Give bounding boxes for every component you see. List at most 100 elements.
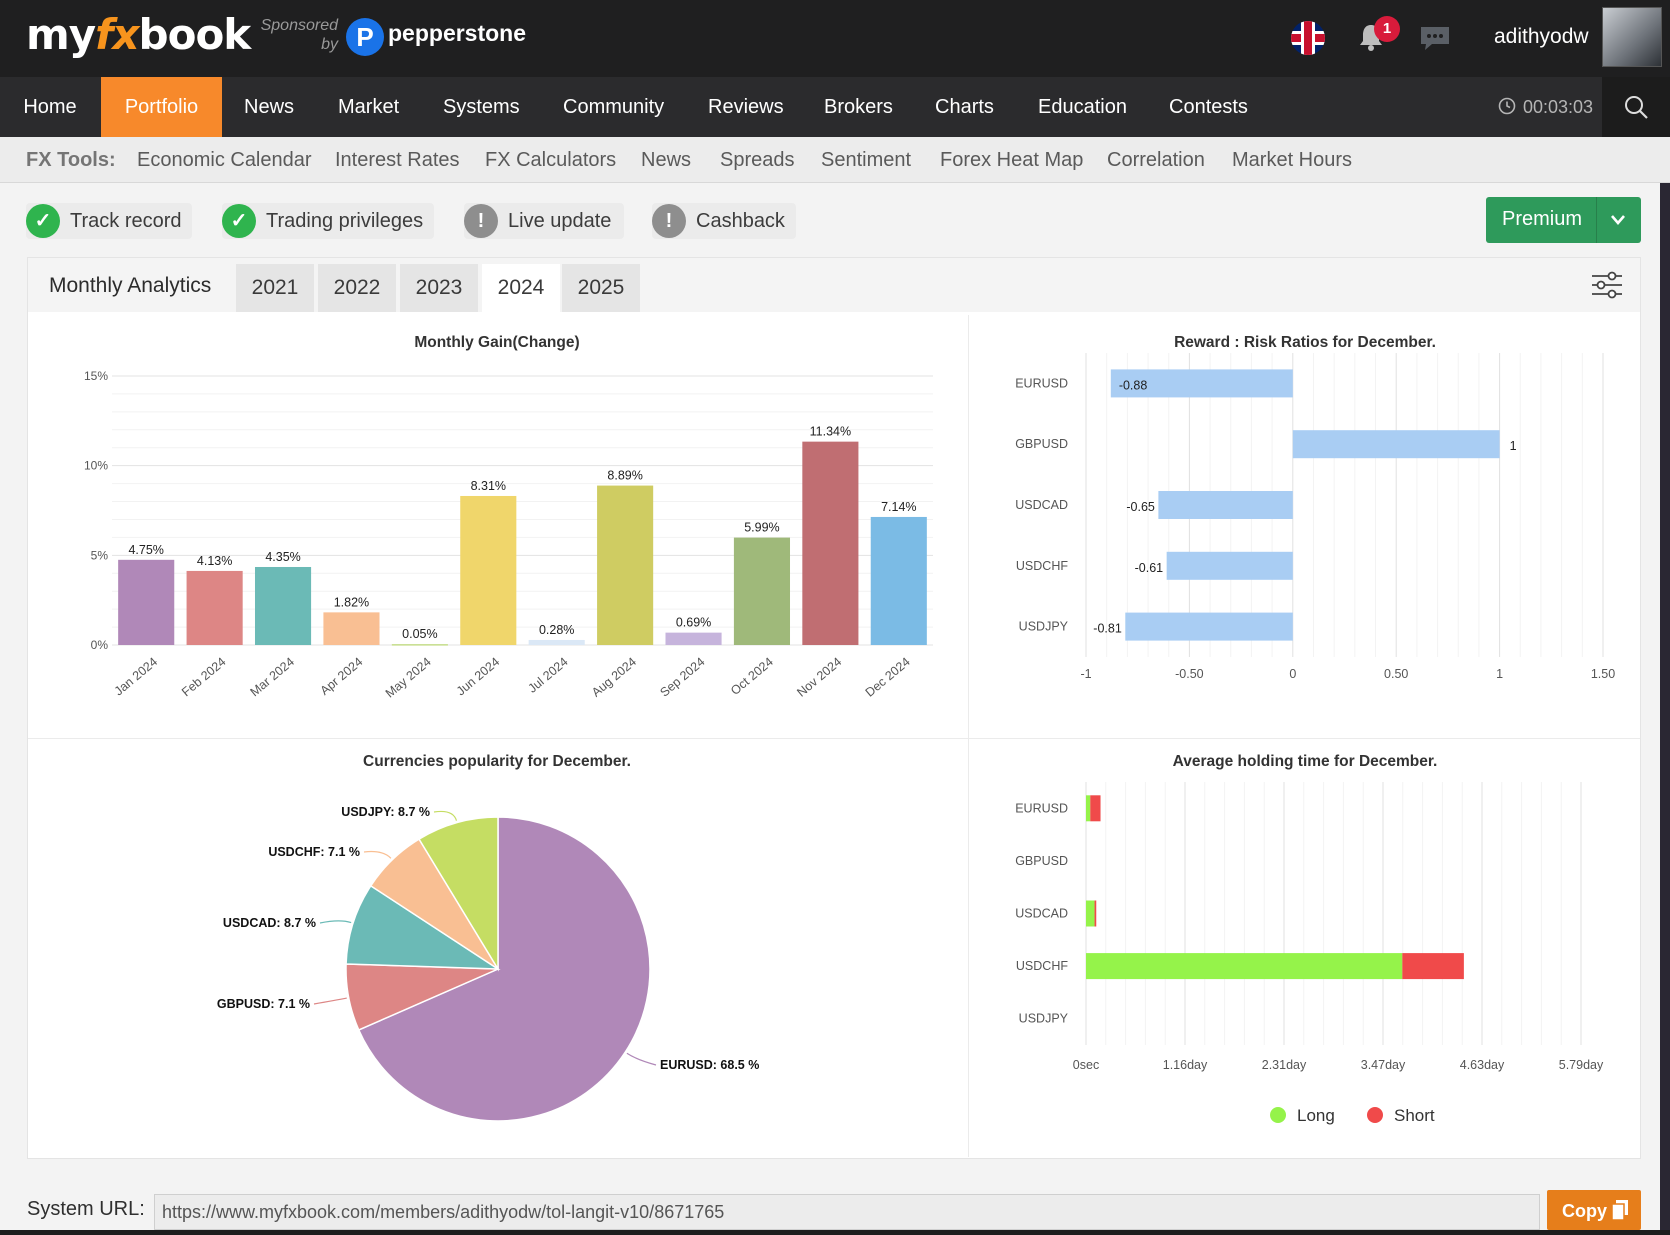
nav-market[interactable]: Market <box>338 96 400 118</box>
data-label: 1.82% <box>334 595 369 609</box>
nav-reviews[interactable]: Reviews <box>708 96 784 118</box>
chart-title: Reward : Risk Ratios for December. <box>1174 334 1436 351</box>
currencies-popularity-chart: Currencies popularity for December. EURUS… <box>217 753 759 1122</box>
bar <box>186 570 243 645</box>
nav-systems[interactable]: Systems <box>443 96 520 118</box>
data-label: -0.81 <box>1093 622 1122 636</box>
y-tick-label: USDJPY <box>1019 1012 1069 1026</box>
x-tick-label: 0.50 <box>1384 667 1408 681</box>
pepperstone-name[interactable]: pepperstone <box>388 20 527 46</box>
tool-market-hours[interactable]: Market Hours <box>1232 149 1353 171</box>
tab-2022[interactable]: 2022 <box>318 264 396 312</box>
nav-news[interactable]: News <box>244 96 295 118</box>
premium-label: Premium <box>1502 208 1583 230</box>
nav-brokers[interactable]: Brokers <box>824 96 893 118</box>
settings-sliders-icon[interactable] <box>1590 270 1624 300</box>
data-label: 0.28% <box>539 623 574 637</box>
warning-icon: ! <box>464 204 498 238</box>
tab-2021[interactable]: 2021 <box>236 264 314 312</box>
y-tick-label: USDCHF <box>1016 959 1068 973</box>
system-url-field[interactable]: https://www.myfxbook.com/members/adithyo… <box>154 1194 1540 1230</box>
y-tick-label: USDCHF <box>1016 559 1068 573</box>
top-bar: myfxbook Sponsored by P pepperstone 1 ad… <box>0 0 1670 77</box>
bar-short <box>1090 795 1101 822</box>
tool-economic-calendar[interactable]: Economic Calendar <box>137 149 312 171</box>
chat-icon[interactable] <box>1418 24 1452 52</box>
data-label: 4.35% <box>265 550 300 564</box>
bar <box>665 632 722 645</box>
y-tick-label: 0% <box>91 638 109 652</box>
main-nav: Home Portfolio News Market Systems Commu… <box>0 77 1670 137</box>
tool-forex-heat-map[interactable]: Forex Heat Map <box>940 149 1084 171</box>
legend-label: Long <box>1297 1106 1335 1125</box>
tab-2023[interactable]: 2023 <box>400 264 478 312</box>
y-tick-label: EURUSD <box>1015 376 1068 390</box>
pepperstone-logo-icon[interactable]: P <box>346 18 384 56</box>
tool-correlation[interactable]: Correlation <box>1107 149 1205 171</box>
x-tick-label: Sep 2024 <box>657 655 707 700</box>
y-tick-label: 10% <box>84 459 108 473</box>
avatar[interactable] <box>1602 7 1662 67</box>
pie-slice <box>345 884 501 970</box>
data-label: 4.13% <box>197 554 232 568</box>
x-tick-label: Mar 2024 <box>248 655 297 700</box>
charts-vertical-divider <box>968 315 969 1157</box>
bar-short <box>1094 900 1097 927</box>
data-label: -0.88 <box>1119 378 1148 392</box>
copy-button[interactable]: Copy <box>1547 1190 1641 1230</box>
chevron-down-icon[interactable] <box>1610 213 1626 227</box>
x-tick-label: 4.63day <box>1460 1058 1505 1072</box>
legend-marker <box>1270 1107 1286 1123</box>
x-tick-label: Apr 2024 <box>318 655 366 698</box>
x-tick-label: Jun 2024 <box>454 655 502 699</box>
x-tick-label: 5.79day <box>1559 1058 1604 1072</box>
tab-2025[interactable]: 2025 <box>562 264 640 312</box>
copy-label: Copy <box>1562 1201 1607 1221</box>
nav-community[interactable]: Community <box>563 96 665 118</box>
tool-news[interactable]: News <box>641 149 692 171</box>
scrollbar[interactable] <box>1660 183 1670 1235</box>
tab-2024[interactable]: 2024 <box>482 264 560 312</box>
search-button[interactable] <box>1602 77 1670 137</box>
data-label: 1 <box>1510 439 1517 453</box>
x-tick-label: May 2024 <box>383 655 434 701</box>
tool-spreads[interactable]: Spreads <box>720 149 795 171</box>
tool-interest-rates[interactable]: Interest Rates <box>335 149 460 171</box>
pie-connector <box>313 997 347 1005</box>
holding-time-chart: Average holding time for December. 0sec 1.… <box>1015 753 1604 1125</box>
tool-sentiment[interactable]: Sentiment <box>821 149 912 171</box>
pie-slice <box>357 816 651 1122</box>
system-url-label: System URL: <box>27 1198 145 1220</box>
data-label: 11.34% <box>810 425 851 439</box>
bar <box>870 516 927 645</box>
pie-label: USDCHF: 7.1 % <box>268 845 360 859</box>
username[interactable]: adithyodw <box>1494 25 1589 48</box>
monthly-analytics-panel <box>27 257 1641 1159</box>
bar <box>460 495 517 645</box>
premium-button[interactable]: Premium <box>1486 197 1641 243</box>
data-label: 4.75% <box>128 543 163 557</box>
bar-long <box>1086 795 1091 822</box>
pie-connector <box>626 1052 657 1066</box>
nav-home[interactable]: Home <box>23 96 77 118</box>
badge-trading-privileges[interactable]: ✓ Trading privileges <box>222 203 434 239</box>
data-label: 5.99% <box>744 521 779 535</box>
bar <box>118 559 175 645</box>
bar <box>733 537 791 645</box>
x-tick-label: Aug 2024 <box>589 655 639 700</box>
nav-portfolio[interactable]: Portfolio <box>101 77 222 137</box>
bar-long <box>1086 953 1403 980</box>
uk-flag-icon[interactable] <box>1291 21 1325 55</box>
x-tick-label: 0 <box>1289 667 1296 681</box>
myfxbook-logo[interactable]: myfxbook <box>26 10 251 59</box>
nav-charts[interactable]: Charts <box>935 96 994 118</box>
badge-cashback[interactable]: ! Cashback <box>652 203 796 239</box>
nav-contests[interactable]: Contests <box>1169 96 1248 118</box>
badge-label: Trading privileges <box>266 210 424 232</box>
badge-track-record[interactable]: ✓ Track record <box>26 203 192 239</box>
tool-fx-calculators[interactable]: FX Calculators <box>485 149 617 171</box>
badge-live-update[interactable]: ! Live update <box>464 203 624 239</box>
y-tick-label: EURUSD <box>1015 801 1068 815</box>
x-tick-label: Feb 2024 <box>179 655 228 700</box>
nav-education[interactable]: Education <box>1038 96 1127 118</box>
